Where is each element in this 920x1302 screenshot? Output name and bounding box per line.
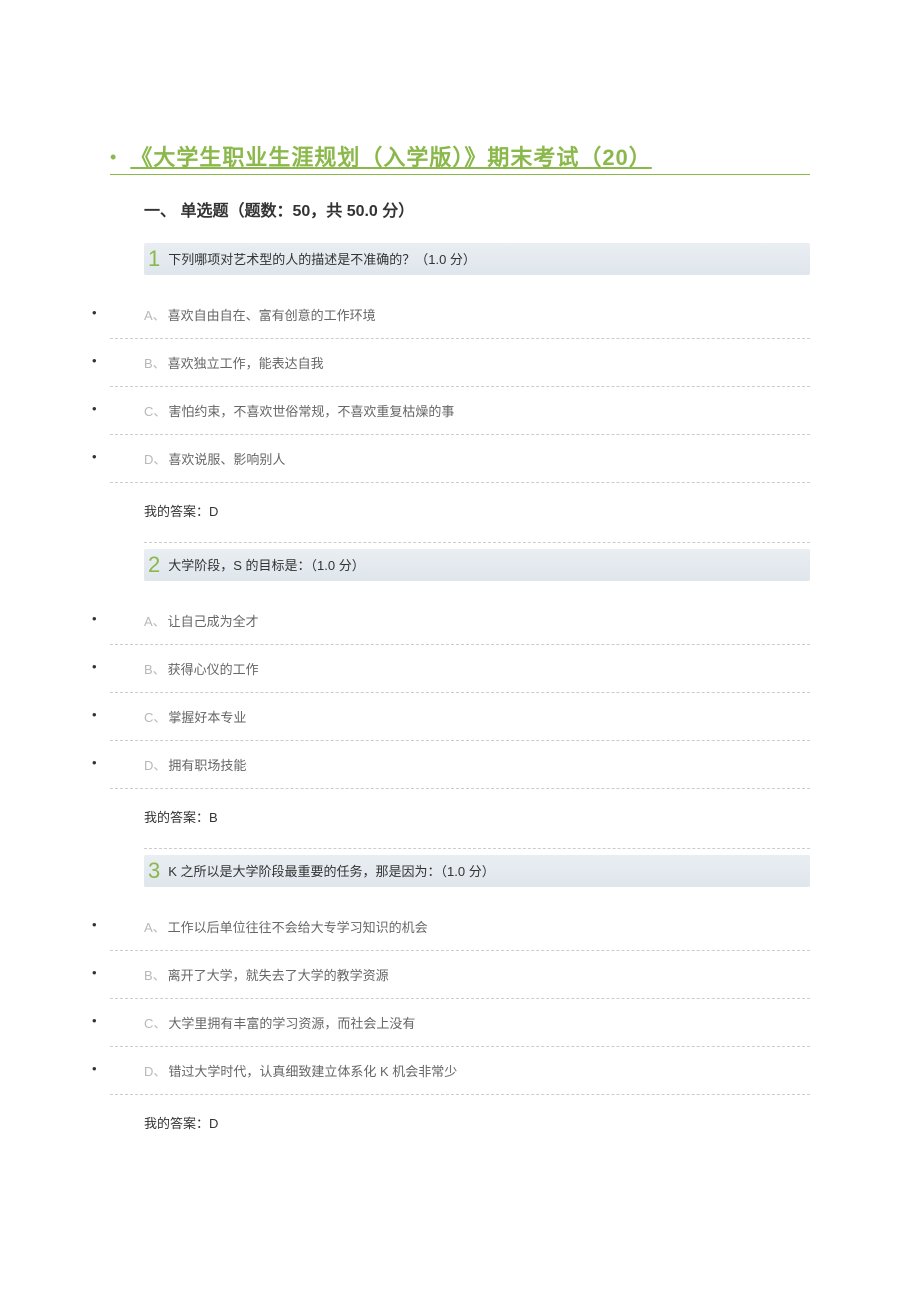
option-text: 错过大学时代，认真细致建立体系化 K 机会非常少	[168, 1064, 457, 1079]
option-item: B、离开了大学，就失去了大学的教学资源	[110, 951, 810, 999]
option-letter: A、	[144, 308, 166, 323]
option-letter: A、	[144, 614, 166, 629]
answer-row: 我的答案：D	[144, 1095, 810, 1154]
question-block: 1 下列哪项对艺术型的人的描述是不准确的？（1.0 分） A、喜欢自由自在、富有…	[144, 243, 810, 543]
answer-row: 我的答案：B	[144, 789, 810, 849]
question-text: 下列哪项对艺术型的人的描述是不准确的？（1.0 分）	[168, 249, 476, 270]
answer-value: D	[209, 1116, 218, 1131]
option-text: 离开了大学，就失去了大学的教学资源	[168, 968, 389, 983]
option-text: 让自己成为全才	[168, 614, 259, 629]
option-item: C、害怕约束，不喜欢世俗常规，不喜欢重复枯燥的事	[110, 387, 810, 435]
exam-title-link[interactable]: 《大学生职业生涯规划（入学版）》期末考试（20）	[130, 140, 651, 172]
option-item: D、错过大学时代，认真细致建立体系化 K 机会非常少	[110, 1047, 810, 1095]
question-block: 3 K 之所以是大学阶段最重要的任务，那是因为：（1.0 分） A、工作以后单位…	[144, 855, 810, 1154]
title-row: • 《大学生职业生涯规划（入学版）》期末考试（20）	[110, 140, 810, 175]
question-header: 3 K 之所以是大学阶段最重要的任务，那是因为：（1.0 分）	[144, 855, 810, 887]
question-number: 3	[148, 860, 160, 882]
options-list: A、让自己成为全才 B、获得心仪的工作 C、掌握好本专业 D、拥有职场技能	[144, 597, 810, 789]
answer-value: B	[209, 810, 218, 825]
option-text: 获得心仪的工作	[168, 662, 259, 677]
option-letter: B、	[144, 662, 166, 677]
option-letter: C、	[144, 710, 166, 725]
option-item: C、掌握好本专业	[110, 693, 810, 741]
option-item: B、喜欢独立工作，能表达自我	[110, 339, 810, 387]
option-letter: B、	[144, 968, 166, 983]
option-text: 工作以后单位往往不会给大专学习知识的机会	[168, 920, 428, 935]
question-text: K 之所以是大学阶段最重要的任务，那是因为：（1.0 分）	[168, 861, 494, 882]
option-letter: C、	[144, 404, 166, 419]
option-letter: D、	[144, 1064, 166, 1079]
answer-row: 我的答案：D	[144, 483, 810, 543]
question-block: 2 大学阶段，S 的目标是：（1.0 分） A、让自己成为全才 B、获得心仪的工…	[144, 549, 810, 849]
answer-prefix: 我的答案：	[144, 504, 209, 519]
option-text: 喜欢自由自在、富有创意的工作环境	[168, 308, 376, 323]
option-text: 大学里拥有丰富的学习资源，而社会上没有	[168, 1016, 415, 1031]
options-list: A、喜欢自由自在、富有创意的工作环境 B、喜欢独立工作，能表达自我 C、害怕约束…	[144, 291, 810, 483]
question-number: 1	[148, 248, 160, 270]
option-text: 拥有职场技能	[168, 758, 246, 773]
option-text: 害怕约束，不喜欢世俗常规，不喜欢重复枯燥的事	[168, 404, 454, 419]
option-letter: C、	[144, 1016, 166, 1031]
question-text: 大学阶段，S 的目标是：（1.0 分）	[168, 555, 364, 576]
option-item: A、喜欢自由自在、富有创意的工作环境	[110, 291, 810, 339]
question-header: 1 下列哪项对艺术型的人的描述是不准确的？（1.0 分）	[144, 243, 810, 275]
question-header: 2 大学阶段，S 的目标是：（1.0 分）	[144, 549, 810, 581]
option-item: A、工作以后单位往往不会给大专学习知识的机会	[110, 903, 810, 951]
option-letter: D、	[144, 758, 166, 773]
option-text: 掌握好本专业	[168, 710, 246, 725]
option-item: D、喜欢说服、影响别人	[110, 435, 810, 483]
option-item: C、大学里拥有丰富的学习资源，而社会上没有	[110, 999, 810, 1047]
question-number: 2	[148, 554, 160, 576]
option-item: B、获得心仪的工作	[110, 645, 810, 693]
option-text: 喜欢说服、影响别人	[168, 452, 285, 467]
option-letter: D、	[144, 452, 166, 467]
option-item: D、拥有职场技能	[110, 741, 810, 789]
options-list: A、工作以后单位往往不会给大专学习知识的机会 B、离开了大学，就失去了大学的教学…	[144, 903, 810, 1095]
section-heading: 一、 单选题（题数：50，共 50.0 分）	[144, 197, 810, 221]
option-letter: A、	[144, 920, 166, 935]
bullet-icon: •	[110, 147, 116, 168]
answer-prefix: 我的答案：	[144, 810, 209, 825]
option-item: A、让自己成为全才	[110, 597, 810, 645]
answer-prefix: 我的答案：	[144, 1116, 209, 1131]
option-letter: B、	[144, 356, 166, 371]
answer-value: D	[209, 504, 218, 519]
option-text: 喜欢独立工作，能表达自我	[168, 356, 324, 371]
page-container: • 《大学生职业生涯规划（入学版）》期末考试（20） 一、 单选题（题数：50，…	[0, 0, 920, 1220]
